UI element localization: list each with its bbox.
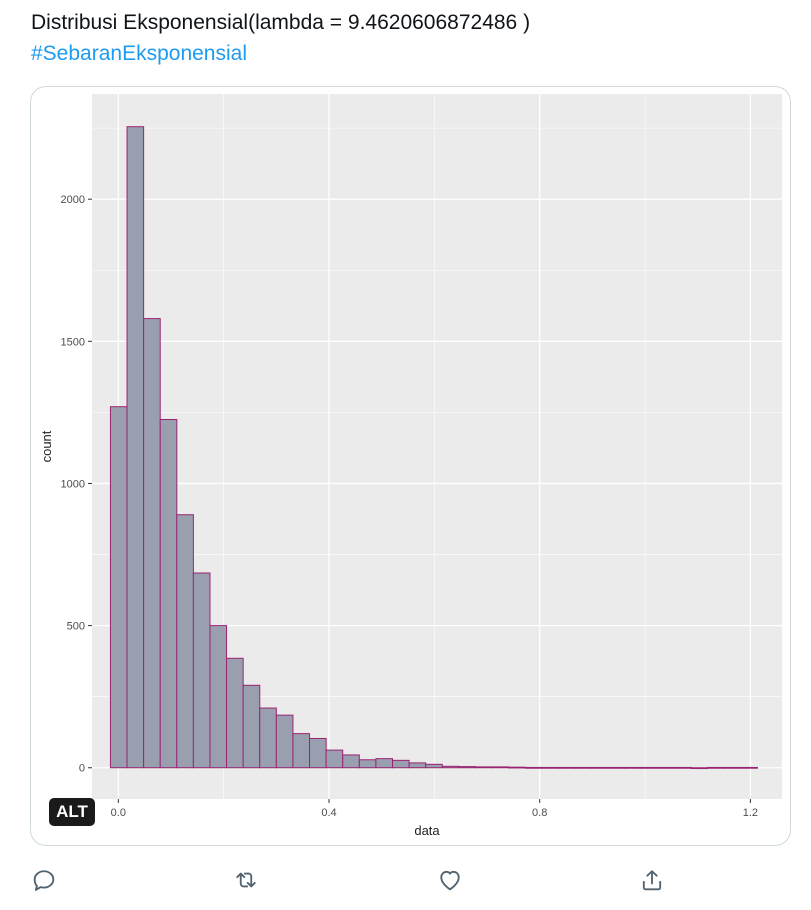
histogram-bar: [309, 737, 327, 769]
histogram-bar: [640, 766, 659, 769]
share-button[interactable]: [636, 864, 668, 896]
histogram-bar: [441, 765, 460, 769]
reply-icon: [33, 870, 55, 891]
histogram-bar: [557, 766, 576, 769]
histogram-chart: 0.0 0.4 0.8 1.2 0 500 1000 1500 2000 data count: [39, 94, 782, 838]
histogram-bar: [674, 766, 692, 769]
histogram-bar: [275, 714, 294, 769]
histogram-bar: [143, 318, 161, 769]
y-tick-label: 1000: [61, 478, 85, 490]
histogram-bar: [624, 766, 642, 769]
histogram-bar: [292, 733, 311, 769]
histogram-bar: [358, 759, 377, 769]
histogram-bar: [425, 763, 443, 769]
histogram-bar: [474, 766, 493, 769]
histogram-bar: [226, 657, 244, 769]
histogram-bar: [325, 749, 344, 769]
histogram-bar: [690, 767, 709, 770]
histogram-bar: [209, 625, 228, 769]
histogram-bar: [458, 766, 476, 769]
x-axis-label: data: [414, 823, 440, 838]
histogram-bar: [591, 766, 609, 769]
histogram-bar: [408, 762, 427, 769]
histogram-bar: [159, 418, 178, 769]
tweet-text: Distribusi Eksponensial(lambda = 9.46206…: [31, 11, 531, 34]
histogram-bar: [259, 707, 277, 769]
histogram-bar: [723, 766, 742, 769]
histogram-bar: [491, 766, 510, 769]
histogram-bar: [109, 406, 128, 769]
histogram-bar: [391, 759, 410, 769]
histogram-bar: [176, 514, 194, 769]
y-tick-label: 2000: [61, 194, 85, 206]
y-axis-label: count: [39, 430, 54, 462]
histogram-bar: [524, 766, 543, 769]
retweet-icon: [236, 872, 256, 888]
histogram-bar: [242, 684, 261, 769]
histogram-bar: [342, 754, 360, 769]
y-tick-label: 1500: [61, 336, 85, 348]
histogram-bar: [541, 766, 559, 769]
histogram-bar: [740, 766, 759, 769]
y-tick-label: 0: [79, 763, 85, 775]
heart-icon: [440, 870, 460, 891]
histogram-bar: [657, 766, 676, 769]
x-tick-label: 0.8: [532, 807, 547, 819]
hashtag-link[interactable]: #SebaranEksponensial: [31, 42, 247, 65]
histogram-bar: [126, 126, 145, 769]
histogram-bar: [574, 766, 593, 769]
x-tick-label: 0.4: [321, 807, 336, 819]
x-tick-label: 1.2: [743, 807, 758, 819]
histogram-bar: [607, 766, 626, 769]
y-tick-label: 500: [67, 621, 85, 633]
share-icon: [642, 870, 662, 891]
histogram-bar: [375, 758, 393, 769]
alt-badge[interactable]: ALT: [49, 798, 95, 826]
media-card[interactable]: 0.0 0.4 0.8 1.2 0 500 1000 1500 2000 data count: [30, 86, 791, 846]
tweet-actions: [0, 864, 811, 896]
x-tick-label: 0.0: [111, 807, 126, 819]
histogram-bar: [192, 572, 211, 769]
retweet-button[interactable]: [230, 864, 262, 896]
histogram-bar: [707, 766, 725, 769]
reply-button[interactable]: [28, 864, 60, 896]
like-button[interactable]: [434, 864, 466, 896]
histogram-bar: [508, 766, 526, 769]
